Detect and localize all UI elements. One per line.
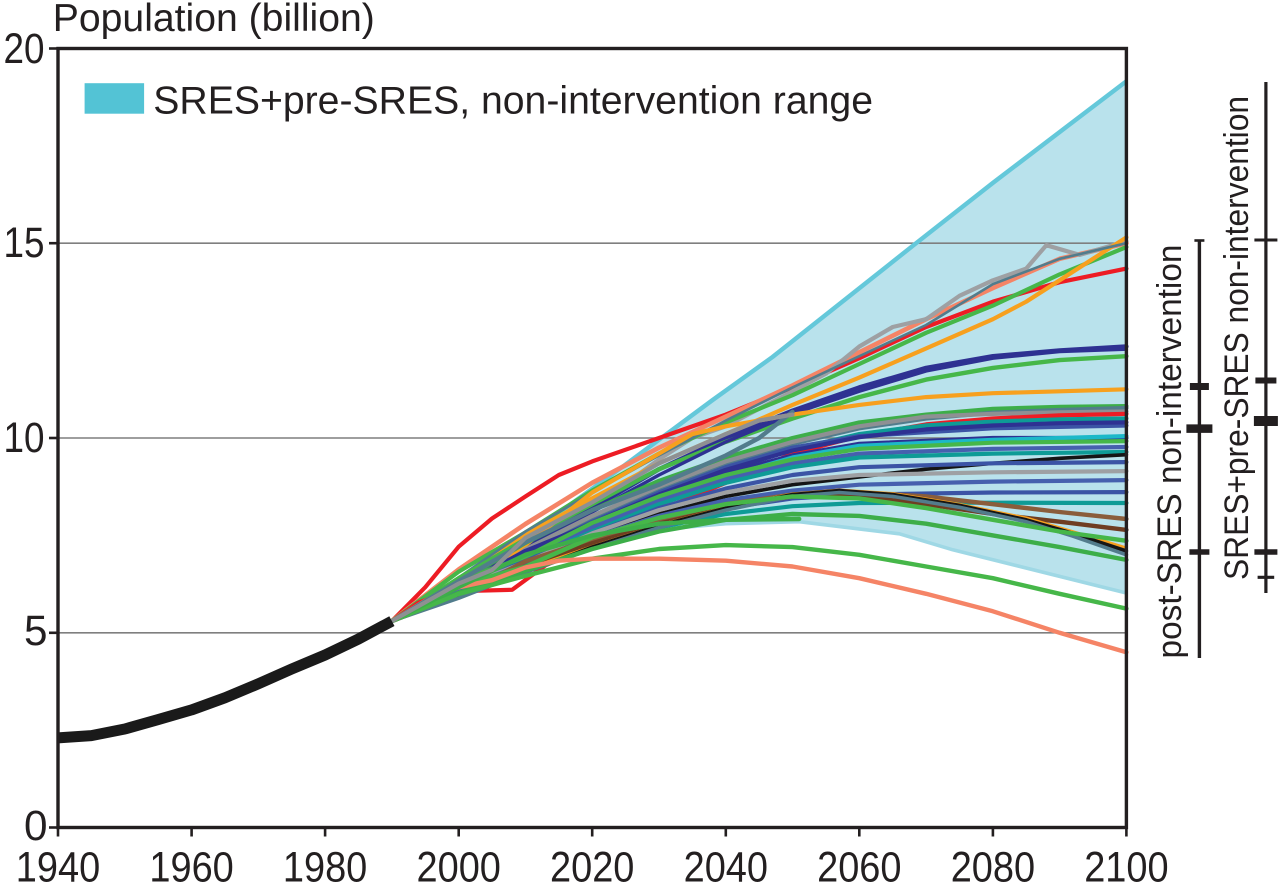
- svg-text:SRES+pre-SRES non-intervention: SRES+pre-SRES non-intervention: [1218, 96, 1256, 580]
- svg-text:2100: 2100: [1084, 843, 1168, 890]
- svg-text:1980: 1980: [283, 843, 367, 890]
- svg-text:post-SRES non-intervention: post-SRES non-intervention: [1151, 245, 1189, 659]
- svg-text:2020: 2020: [550, 843, 634, 890]
- svg-text:5: 5: [24, 607, 48, 655]
- svg-text:2000: 2000: [417, 843, 501, 890]
- svg-text:0: 0: [24, 802, 48, 850]
- svg-text:2040: 2040: [684, 843, 768, 890]
- svg-text:Population (billion): Population (billion): [53, 0, 375, 40]
- svg-text:1940: 1940: [16, 843, 100, 890]
- svg-text:2060: 2060: [817, 843, 901, 890]
- svg-text:10: 10: [4, 414, 45, 462]
- svg-text:20: 20: [4, 25, 45, 73]
- svg-text:15: 15: [4, 219, 45, 267]
- svg-text:2080: 2080: [951, 843, 1035, 890]
- svg-text:1960: 1960: [149, 843, 233, 890]
- svg-text:SRES+pre-SRES, non-interventio: SRES+pre-SRES, non-intervention range: [153, 80, 873, 123]
